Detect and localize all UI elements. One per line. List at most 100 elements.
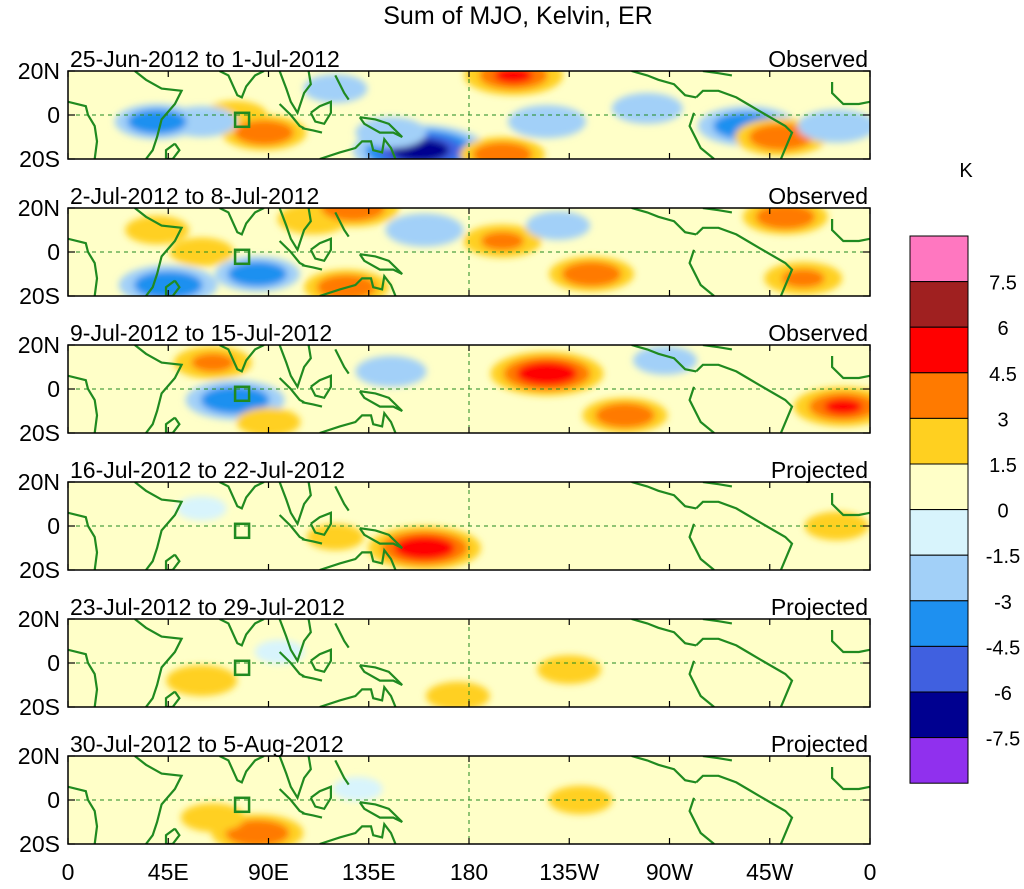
coastline bbox=[334, 211, 350, 238]
coastline bbox=[164, 827, 181, 844]
coastline bbox=[68, 785, 99, 844]
map-panel: 20N 0 20S 25-Jun-2012 to 1-Jul-2012 Observed bbox=[18, 46, 871, 172]
coastline bbox=[358, 253, 403, 275]
colorbar-level-label: -3 bbox=[994, 592, 1012, 614]
colorbar-swatch bbox=[909, 281, 969, 328]
colorbar-level-label: -7.5 bbox=[986, 729, 1020, 751]
coastline bbox=[688, 660, 715, 707]
y-tick-label: 20N bbox=[18, 58, 60, 84]
anomaly-blob bbox=[247, 125, 281, 140]
coastline bbox=[688, 112, 715, 159]
x-tick-label: 180 bbox=[450, 859, 488, 885]
coastline bbox=[831, 767, 870, 791]
coastline bbox=[319, 684, 397, 707]
x-tick-label: 0 bbox=[62, 859, 75, 885]
map-panel: 20N 0 20S 16-Jul-2012 to 22-Jul-2012 Project… bbox=[18, 457, 871, 583]
anomaly-blob bbox=[407, 540, 442, 556]
region-box bbox=[233, 385, 251, 403]
colorbar-swatch bbox=[909, 509, 969, 556]
anomaly-blob bbox=[306, 523, 364, 551]
coastline bbox=[164, 690, 181, 707]
anomaly-blob bbox=[480, 231, 524, 251]
y-tick-label: 20S bbox=[19, 146, 60, 172]
panel-period-label: 23-Jul-2012 to 29-Jul-2012 bbox=[70, 594, 345, 620]
coastline bbox=[309, 374, 332, 400]
panel-status-label: Observed bbox=[768, 46, 868, 72]
panel-period-label: 9-Jul-2012 to 15-Jul-2012 bbox=[70, 320, 332, 346]
panels: 20N 0 20S 25-Jun-2012 to 1-Jul-2012 Observed… bbox=[18, 46, 871, 857]
panel-period-label: 25-Jun-2012 to 1-Jul-2012 bbox=[70, 46, 340, 72]
coastline bbox=[278, 788, 305, 815]
coastline bbox=[164, 553, 181, 570]
coastline bbox=[219, 619, 265, 647]
coastline bbox=[319, 273, 397, 296]
coastline bbox=[831, 82, 870, 106]
region-box bbox=[233, 248, 251, 266]
region-box bbox=[233, 659, 251, 677]
y-tick-label: 20S bbox=[19, 694, 60, 720]
coastline bbox=[831, 356, 870, 380]
anomaly-blob bbox=[824, 398, 863, 415]
anomaly-blob bbox=[194, 809, 231, 826]
coastline bbox=[688, 523, 715, 570]
anomaly-blob bbox=[371, 362, 411, 381]
anomaly-blob bbox=[250, 413, 287, 431]
anomaly-blob bbox=[551, 661, 588, 678]
panel-period-label: 30-Jul-2012 to 5-Aug-2012 bbox=[70, 731, 344, 757]
coastline bbox=[358, 390, 403, 412]
anomaly-blob bbox=[183, 243, 220, 261]
coastline bbox=[278, 514, 305, 541]
colorbar-level-label: 3 bbox=[997, 409, 1008, 431]
coastline bbox=[319, 136, 397, 159]
coastline bbox=[219, 208, 265, 236]
anomaly-blob bbox=[647, 352, 684, 369]
coastline bbox=[631, 619, 697, 647]
y-tick-label: 20N bbox=[18, 469, 60, 495]
coastline bbox=[278, 208, 312, 253]
coastline bbox=[695, 363, 794, 433]
coastline bbox=[319, 547, 397, 570]
anomaly-blob bbox=[768, 209, 803, 225]
panel-status-label: Observed bbox=[768, 320, 868, 346]
colorbar-swatch bbox=[909, 554, 969, 602]
panel-status-label: Projected bbox=[771, 457, 868, 483]
anomaly-blob bbox=[529, 366, 565, 381]
colorbar: K 7.5 6 4.5 3 1.5 0 -1.5 -3 -4.5 -6 -7.5 bbox=[909, 160, 1020, 784]
anomaly-blob bbox=[485, 147, 520, 159]
coastline bbox=[631, 756, 697, 784]
coastline bbox=[309, 511, 332, 537]
panel-status-label: Projected bbox=[771, 594, 868, 620]
coastline bbox=[164, 416, 181, 433]
coastline bbox=[688, 249, 715, 296]
region-box bbox=[233, 111, 251, 129]
anomaly-blob bbox=[762, 129, 799, 145]
anomaly-blob bbox=[627, 99, 667, 118]
coastline bbox=[334, 759, 350, 786]
coastline bbox=[695, 226, 794, 296]
coastline bbox=[301, 675, 323, 682]
colorbar-level-label: -1.5 bbox=[986, 546, 1020, 568]
coastline bbox=[278, 345, 312, 390]
coastline bbox=[309, 648, 332, 674]
coastline bbox=[134, 208, 184, 296]
map-panel: 20N 0 20S 2-Jul-2012 to 8-Jul-2012 Observed bbox=[18, 183, 871, 309]
colorbar-swatch bbox=[909, 417, 969, 465]
coastline bbox=[134, 482, 184, 570]
coastline bbox=[695, 500, 794, 570]
y-tick-label: 20N bbox=[18, 743, 60, 769]
coastline bbox=[334, 622, 350, 649]
anomaly-blob bbox=[781, 269, 825, 288]
anomaly-blob bbox=[332, 776, 383, 802]
anomaly-blob bbox=[176, 496, 227, 521]
anomaly-blob bbox=[439, 687, 476, 705]
coastline bbox=[68, 237, 99, 296]
coastline bbox=[134, 345, 184, 433]
coastline bbox=[319, 821, 397, 844]
x-tick-label: 90W bbox=[646, 859, 694, 885]
region-box bbox=[233, 522, 251, 540]
coastline bbox=[164, 279, 181, 296]
coastline bbox=[695, 637, 794, 707]
colorbar-swatch bbox=[909, 737, 969, 784]
coastline bbox=[631, 345, 697, 373]
